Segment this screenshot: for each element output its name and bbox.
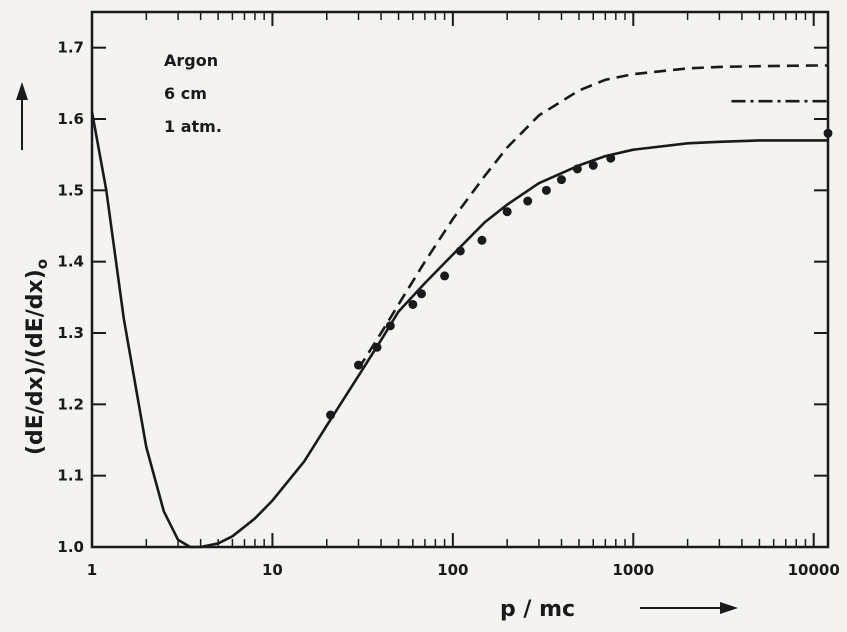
x-axis-title-group: p / mc [500,597,738,622]
data-point [354,360,364,370]
y-axis-title-group: (dE/dx)/(dE/dx)o [16,82,51,455]
y-tick-label: 1.0 [57,538,84,556]
data-point [416,289,426,299]
data-point [455,246,465,256]
data-point [477,235,487,245]
y-tick-label: 1.4 [57,253,84,271]
y-axis-title-subscript: o [33,259,51,269]
y-tick-label: 1.6 [57,110,84,128]
data-point [385,321,395,331]
x-axis-title: p / mc [500,597,575,622]
x-tick-label: 10000 [788,561,840,579]
x-tick-label: 10 [262,561,283,579]
data-point [606,153,616,163]
series-group [90,64,833,549]
dashed-curve [357,64,828,370]
x-tick-label: 1 [87,561,97,579]
x-tick-labels: 1 10 100 1000 10000 [87,561,840,579]
data-point [408,299,418,309]
y-tick-label: 1.5 [57,181,84,199]
y-axis-title-main: (dE/dx)/(dE/dx) [23,269,48,455]
data-point [372,342,382,352]
data-point [823,128,833,138]
y-tick-label: 1.1 [57,467,84,485]
annotation-length: 6 cm [164,84,207,103]
y-tick-label: 1.7 [57,39,84,57]
data-point [572,164,582,174]
x-tick-label: 100 [437,561,468,579]
minor-ticks [145,12,807,547]
y-tick-labels: 1.0 1.1 1.2 1.3 1.4 1.5 1.6 1.7 [57,39,84,556]
y-tick-label: 1.3 [57,324,84,342]
annotation-gas: Argon [164,51,218,70]
data-point [541,185,551,195]
y-tick-label: 1.2 [57,395,84,413]
plot-area-border [90,10,830,549]
plot-frame [90,10,830,549]
data-point [556,175,566,185]
annotation-block: Argon 6 cm 1 atm. [164,51,222,136]
data-point [588,160,598,170]
y-axis-arrow-head [16,82,28,100]
data-point [502,207,512,217]
x-axis-arrow-head [720,602,738,614]
data-point [523,196,533,206]
annotation-pressure: 1 atm. [164,117,222,136]
data-point [440,271,450,281]
y-axis-title: (dE/dx)/(dE/dx)o [23,259,51,455]
solid-curve [90,111,828,549]
data-point [326,410,336,420]
x-tick-label: 1000 [612,561,654,579]
